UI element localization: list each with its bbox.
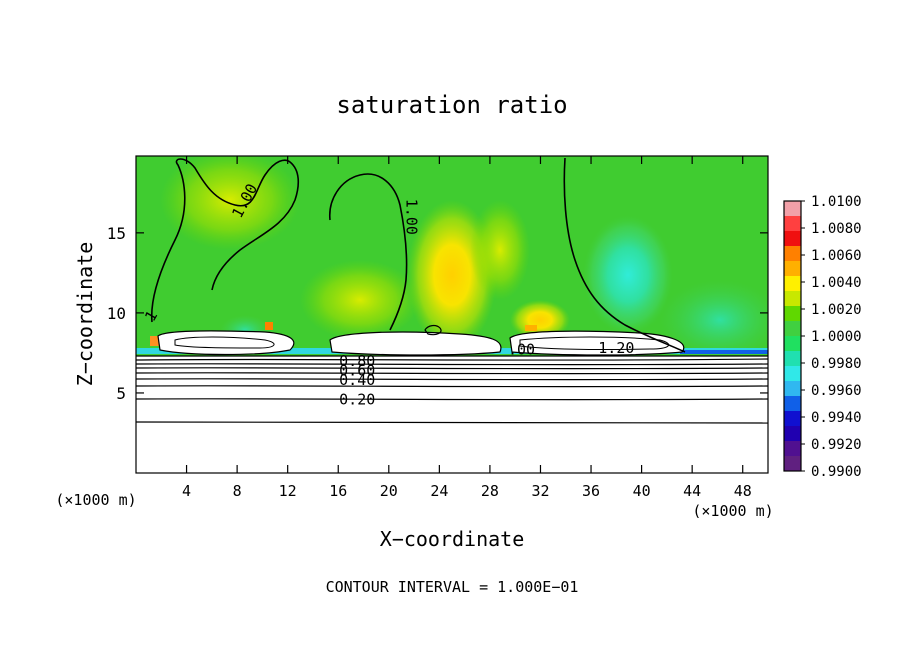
colorbar-swatch xyxy=(784,351,801,367)
colorbar-swatch xyxy=(784,381,801,397)
colorbar-label: 1.0100 xyxy=(811,194,862,210)
colorbar-label: 0.9960 xyxy=(811,383,862,399)
colorbar-label: 1.0080 xyxy=(811,221,862,237)
contour-label-text: 0.80 xyxy=(339,352,375,370)
field-lime-mid xyxy=(300,260,420,340)
x-tick-label: 12 xyxy=(279,482,297,500)
field-orange-spot xyxy=(150,336,160,346)
x-tick-label: 40 xyxy=(633,482,651,500)
y-axis-ticks: 5 10 15 xyxy=(107,224,768,403)
colorbar-label: 0.9920 xyxy=(811,437,862,453)
contour-line xyxy=(136,385,768,388)
contour-label-text: 0.40 xyxy=(339,371,375,389)
plot-area xyxy=(136,156,768,473)
cloud-region-1 xyxy=(157,330,295,356)
colorbar-swatch xyxy=(784,261,801,277)
colorbar-swatch xyxy=(784,231,801,247)
x-tick-label: 24 xyxy=(430,482,448,500)
x-tick-label: 48 xyxy=(734,482,752,500)
contour-label: .00 xyxy=(508,341,535,359)
y-tick-label: 10 xyxy=(107,304,126,323)
cloud-region-2 xyxy=(329,331,502,356)
colorbar-label: 1.0060 xyxy=(811,248,862,264)
contour-1.00-patch xyxy=(424,324,442,336)
cloud-inner-3 xyxy=(519,336,670,351)
contour-line xyxy=(136,398,768,401)
plot-frame xyxy=(135,155,769,474)
contour-label: 1.00 xyxy=(403,199,421,235)
field-orange-spot-3 xyxy=(525,325,537,331)
field-blue-band xyxy=(680,350,768,354)
y-tick-label: 5 xyxy=(116,384,126,403)
x-tick-label: 20 xyxy=(380,482,398,500)
contour-line xyxy=(136,363,768,366)
contour-label: 1.20 xyxy=(598,339,634,357)
contour-label: 0.80 xyxy=(339,352,375,370)
contour-interval-note: CONTOUR INTERVAL = 1.000E−01 xyxy=(326,578,579,596)
x-tick-label: 4 xyxy=(182,482,191,500)
colorbar-swatch xyxy=(784,441,801,457)
contour-label: 0.60 xyxy=(339,362,375,380)
colorbar-swatch xyxy=(784,426,801,442)
colorbar-swatch xyxy=(784,306,801,322)
chart-title: saturation ratio xyxy=(336,91,567,119)
x-tick-label: 8 xyxy=(233,482,242,500)
field-yellow-core2 xyxy=(470,200,530,300)
colorbar-swatch xyxy=(784,411,801,427)
colorbar-swatch xyxy=(784,291,801,307)
contour-label: 0.40 xyxy=(339,371,375,389)
field-lime-left xyxy=(160,156,300,250)
field-teal-right xyxy=(660,280,768,360)
contour-label-text: 1.00 xyxy=(403,199,421,235)
contour-line xyxy=(136,358,768,361)
contour-label-text: 1.20 xyxy=(598,339,634,357)
contour-label-text: 0.20 xyxy=(339,390,375,408)
x-axis-ticks: 4 8 12 16 20 24 28 32 36 40 44 48 xyxy=(182,156,752,500)
contour-line xyxy=(136,378,768,381)
colorbar-swatch xyxy=(784,321,801,337)
contour-label-text: .00 xyxy=(508,341,535,359)
colorbar-swatch xyxy=(784,246,801,262)
x-tick-label: 28 xyxy=(481,482,499,500)
contour-label-text: 0.60 xyxy=(339,362,375,380)
colorbar-swatch xyxy=(784,456,801,472)
colorbar-label: 0.9980 xyxy=(811,356,862,372)
contour-1.00-mid xyxy=(329,173,408,331)
contour-label: 0.20 xyxy=(339,390,375,408)
cloud-region-3 xyxy=(509,330,685,356)
x-tick-label: 36 xyxy=(582,482,600,500)
field-orange-spot-2 xyxy=(265,322,273,330)
x-axis-label: X−coordinate xyxy=(380,527,525,551)
colorbar-label: 1.0040 xyxy=(811,275,862,291)
x-unit-right: (×1000 m) xyxy=(692,502,773,520)
colorbar-swatch xyxy=(784,276,801,292)
colorbar-label: 0.9900 xyxy=(811,464,862,480)
y-tick-label: 15 xyxy=(107,224,126,243)
contour-1.00-right xyxy=(563,157,686,353)
contour-1.00-left xyxy=(150,158,300,323)
field-cyan-right xyxy=(583,215,673,335)
x-tick-label: 16 xyxy=(329,482,347,500)
colorbar-label: 1.0000 xyxy=(811,329,862,345)
contour-line xyxy=(136,421,768,424)
colorbar-swatch xyxy=(784,201,801,217)
lower-contours xyxy=(136,355,768,424)
colorbar-swatch xyxy=(784,216,801,232)
x-unit-left: (×1000 m) xyxy=(55,491,136,509)
colorbar-swatch xyxy=(784,396,801,412)
cloud-inner-1 xyxy=(174,336,275,349)
colorbar-swatch xyxy=(784,366,801,382)
colorbar-swatch xyxy=(784,336,801,352)
colorbar-label: 1.0020 xyxy=(811,302,862,318)
colorbar: 1.0100 1.0080 1.0060 1.0040 1.0020 1.0000 0.99… xyxy=(783,194,862,480)
colorbar-label: 0.9940 xyxy=(811,410,862,426)
contour-line xyxy=(136,367,768,370)
x-tick-label: 32 xyxy=(531,482,549,500)
y-axis-label: Z−coordinate xyxy=(73,242,97,387)
contour-line xyxy=(136,372,768,375)
x-tick-label: 44 xyxy=(683,482,701,500)
